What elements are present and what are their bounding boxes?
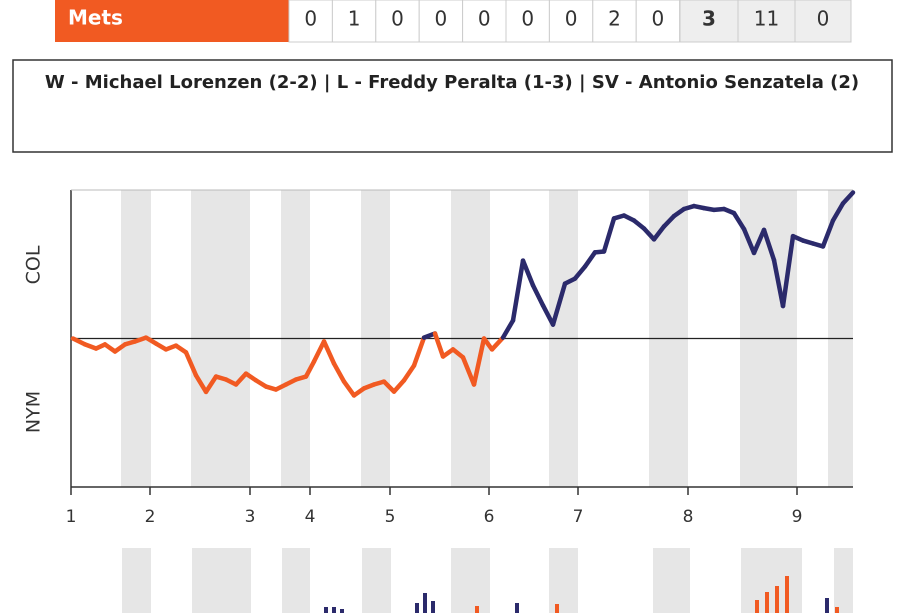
bar [340, 609, 344, 613]
wp-segment [751, 227, 767, 256]
x-tick-label: 4 [305, 507, 316, 527]
bar [324, 607, 328, 613]
x-tick-label: 6 [484, 507, 495, 527]
wp-segment [321, 339, 337, 366]
wp-segment [311, 339, 327, 364]
wp-segment [741, 226, 757, 256]
score-value: 0 [565, 7, 578, 31]
wp-segment [761, 227, 777, 263]
x-tick-label: 2 [145, 507, 156, 527]
x-tick-label: 3 [245, 507, 256, 527]
wp-segment [489, 335, 506, 352]
wp-segment [601, 216, 617, 254]
wp-segment [303, 359, 317, 379]
inning-band [834, 548, 853, 613]
inning-band [451, 548, 490, 613]
inning-band [549, 548, 578, 613]
score-value: 0 [478, 7, 491, 31]
decisions: W - Michael Lorenzen (2-2) | L - Freddy … [45, 72, 859, 93]
wp-segment [771, 257, 786, 309]
bar [835, 607, 839, 613]
wp-segment [471, 336, 487, 387]
wp-segment [401, 363, 417, 383]
bar [332, 607, 336, 613]
wp-segment [530, 283, 546, 308]
wp-segment [341, 379, 357, 398]
score-value: 0 [817, 7, 830, 31]
score-value: 0 [435, 7, 448, 31]
score-value: 3 [702, 7, 716, 31]
wp-segment [641, 226, 657, 242]
wp-segment [661, 213, 677, 229]
inning-band [741, 548, 802, 613]
team-name: Mets [68, 6, 123, 30]
x-tick-label: 7 [573, 507, 584, 527]
wp-segment [500, 318, 516, 340]
bar [825, 598, 829, 613]
wp-segment [572, 264, 588, 281]
x-tick-label: 5 [385, 507, 396, 527]
wp-segment [233, 371, 249, 387]
score-cell [288, 0, 333, 43]
wp-segment [830, 201, 846, 223]
wp-segment [820, 218, 836, 249]
wp-segment [840, 190, 856, 206]
inning-band [653, 548, 690, 613]
wp-segment [520, 258, 536, 288]
inning-band [192, 548, 251, 613]
score-cell [462, 0, 507, 43]
bar [755, 600, 759, 613]
wp-segment [731, 210, 747, 232]
inning-band [362, 548, 391, 613]
wp-segment [411, 335, 427, 368]
score-value: 0 [521, 7, 534, 31]
bar [785, 576, 789, 613]
wp-segment [582, 250, 598, 269]
score-cell [331, 0, 377, 43]
score-value: 0 [304, 7, 317, 31]
bar [765, 592, 769, 613]
score-cell [794, 0, 852, 43]
inning-band [122, 548, 151, 613]
bar [423, 593, 427, 613]
decisions-box [12, 59, 893, 153]
wp-segment [331, 361, 347, 384]
score-value: 2 [608, 7, 621, 31]
bar [555, 604, 559, 613]
wp-segment [183, 350, 199, 378]
bar [775, 586, 779, 613]
inning-band [282, 548, 310, 613]
score-cell [375, 0, 420, 43]
bar [415, 603, 419, 613]
wp-segment [432, 331, 446, 359]
wp-segment [391, 378, 407, 394]
wp-segment [651, 224, 667, 242]
bar [515, 603, 519, 613]
wp-segment [550, 281, 568, 327]
score-cell [505, 0, 550, 43]
x-tick-label: 9 [792, 507, 803, 527]
score-value: 0 [391, 7, 404, 31]
bar [431, 601, 435, 613]
bar [475, 606, 479, 613]
team-cell [55, 0, 289, 42]
wp-segment [460, 355, 477, 387]
score-value: 0 [652, 7, 665, 31]
wp-segment [193, 373, 209, 395]
wp-segment [540, 303, 556, 327]
wp-segment [203, 374, 219, 395]
score-value: 11 [754, 7, 779, 31]
wp-segment [510, 258, 526, 323]
x-tick-label: 8 [683, 507, 694, 527]
x-tick-label: 1 [66, 507, 77, 527]
y-label-bottom: NYM [23, 391, 45, 433]
wp-segment [381, 379, 397, 394]
score-value: 1 [348, 7, 361, 31]
wp-segment [780, 233, 796, 309]
score-cell [737, 0, 796, 43]
y-label-top: COL [23, 245, 45, 284]
